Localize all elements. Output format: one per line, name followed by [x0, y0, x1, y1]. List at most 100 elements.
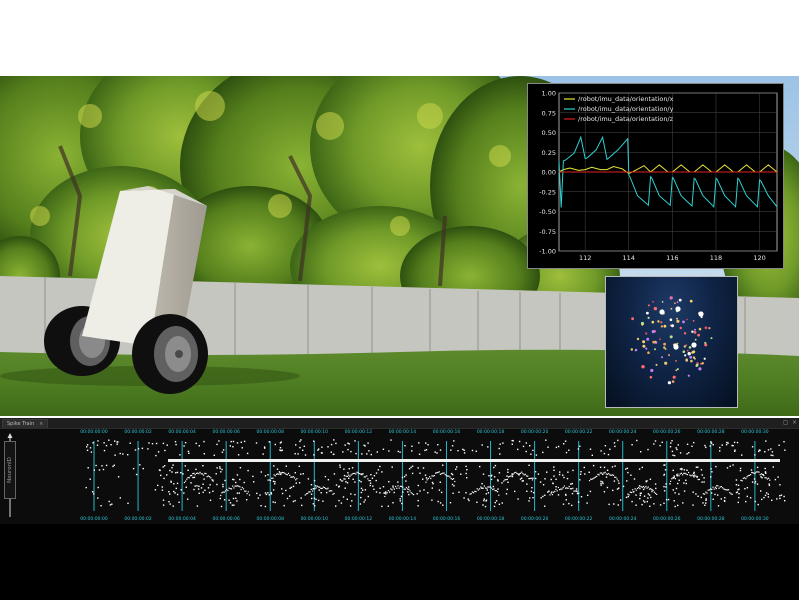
spike-mark: [87, 467, 89, 469]
y-tick-label: -1.00: [539, 248, 556, 256]
spike-mark: [685, 482, 687, 485]
spike-mark: [682, 474, 684, 476]
spike-mark: [555, 478, 557, 480]
spike-mark: [433, 475, 435, 477]
spike-mark: [590, 478, 592, 480]
spike-mark: [93, 493, 95, 495]
neuron-dot: [694, 338, 697, 341]
spike-mark: [418, 453, 421, 455]
spike-mark: [451, 473, 454, 476]
spike-mark: [542, 495, 544, 498]
y-tick-label: 0.50: [542, 129, 556, 137]
spike-mark: [396, 487, 398, 489]
spike-mark: [482, 487, 484, 489]
legend-entry: /robot/imu_data/orientation/y: [578, 105, 674, 113]
spike-mark: [350, 493, 352, 495]
spike-mark: [530, 477, 532, 479]
spike-mark: [219, 467, 221, 470]
spike-mark: [741, 480, 743, 482]
maximize-icon[interactable]: ◻: [783, 419, 788, 426]
spike-mark: [710, 442, 713, 444]
imu-orientation-plot[interactable]: 1.00 0.75 0.50 0.25 0.00 -0.25 -0.50 -0.75 -1.00…: [527, 83, 784, 269]
spike-mark: [644, 501, 646, 503]
spike-mark: [573, 490, 575, 492]
spike-mark: [105, 444, 108, 447]
spike-mark: [236, 492, 239, 494]
spike-mark: [375, 472, 378, 474]
neuron-dot: [691, 330, 694, 333]
neuron-cloud: [630, 296, 713, 385]
spike-mark: [764, 494, 767, 497]
spike-mark: [528, 464, 530, 466]
spike-mark: [333, 492, 335, 495]
spike-mark: [382, 448, 385, 450]
spike-mark: [200, 473, 202, 475]
spike-mark: [439, 449, 442, 451]
spike-mark: [608, 503, 610, 506]
spike-mark: [346, 482, 349, 484]
spike-mark: [487, 492, 490, 494]
spike-mark: [592, 464, 595, 467]
time-label-bottom: 00:00:00:26: [653, 516, 681, 522]
spike-mark: [692, 504, 694, 506]
spike-mark: [340, 502, 343, 504]
spike-mark: [255, 442, 258, 444]
spike-mark: [600, 450, 602, 452]
spike-mark: [344, 478, 346, 480]
spike-mark: [719, 446, 721, 449]
spike-mark: [281, 471, 284, 474]
spike-mark: [645, 485, 647, 488]
spike-mark: [728, 489, 730, 491]
tab-close-icon[interactable]: ×: [39, 421, 44, 427]
spike-mark: [604, 445, 607, 447]
spike-mark: [622, 485, 625, 488]
spike-train-panel: Spike Train × ◻ × 00:00:00:00 00:00:00:00 0…: [0, 418, 799, 524]
spike-mark: [166, 444, 168, 446]
spike-mark: [700, 496, 702, 499]
spike-mark: [767, 496, 770, 498]
spike-mark: [746, 487, 749, 489]
spike-mark: [529, 497, 531, 499]
spike-mark: [551, 494, 553, 496]
spike-mark: [452, 492, 454, 494]
spike-mark: [180, 472, 182, 474]
spike-mark: [499, 453, 501, 455]
spike-mark: [313, 497, 316, 499]
active-neuron-dot: [659, 309, 665, 315]
spike-mark: [326, 488, 328, 490]
spike-mark: [347, 472, 349, 474]
neuron-3d-view[interactable]: [605, 276, 738, 408]
spike-mark: [300, 439, 302, 441]
spike-mark: [700, 469, 703, 471]
close-panel-icon[interactable]: ×: [791, 419, 798, 426]
y-tick-label: 0.75: [542, 109, 556, 117]
spike-mark: [545, 439, 547, 441]
spike-mark: [342, 496, 345, 498]
spike-mark: [448, 475, 450, 477]
spike-mark: [263, 446, 266, 448]
spike-mark: [690, 475, 692, 477]
spike-mark: [518, 474, 520, 476]
spike-mark: [253, 481, 255, 483]
spike-mark: [641, 503, 643, 506]
spike-mark: [397, 481, 399, 483]
spike-mark: [175, 443, 177, 446]
spike-mark: [684, 472, 686, 474]
spike-mark: [427, 477, 429, 480]
spike-mark: [529, 445, 531, 447]
spike-mark: [535, 454, 538, 456]
spike-mark: [704, 504, 706, 506]
spike-mark: [159, 469, 161, 472]
time-label-bottom: 00:00:00:20: [521, 516, 549, 522]
tab-spike-train[interactable]: Spike Train ×: [2, 419, 49, 428]
spike-mark: [321, 487, 323, 490]
spike-mark: [635, 494, 637, 496]
spike-mark: [702, 502, 704, 504]
spike-mark: [373, 488, 375, 490]
spike-mark: [734, 449, 736, 451]
spike-mark: [600, 484, 602, 486]
spike-mark: [723, 499, 726, 502]
spike-mark: [360, 473, 362, 475]
spike-mark: [693, 476, 695, 478]
spike-mark: [360, 487, 363, 490]
